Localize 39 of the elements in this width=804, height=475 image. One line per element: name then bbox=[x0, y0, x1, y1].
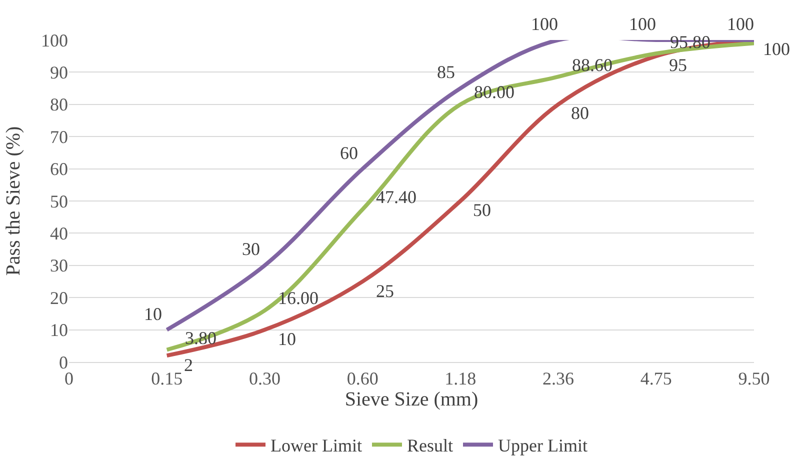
y-axis-title: Pass the Sieve (%) bbox=[2, 126, 24, 276]
y-tick-label: 30 bbox=[50, 256, 68, 276]
data-label: 60 bbox=[340, 143, 358, 163]
y-tick-label: 90 bbox=[50, 62, 68, 82]
legend-label: Lower Limit bbox=[270, 436, 362, 456]
y-tick-label: 20 bbox=[50, 288, 68, 308]
x-tick-label: 4.75 bbox=[640, 368, 672, 389]
legend-label: Upper Limit bbox=[498, 436, 588, 456]
data-label: 30 bbox=[242, 239, 260, 259]
x-tick-label: 9.50 bbox=[738, 368, 770, 389]
data-label: 85 bbox=[437, 62, 455, 82]
y-tick-label: 100 bbox=[41, 30, 68, 50]
y-tick-label: 50 bbox=[50, 191, 68, 212]
x-tick-label: 2.36 bbox=[542, 368, 574, 389]
data-label: 10 bbox=[278, 329, 296, 349]
data-label: 80 bbox=[571, 103, 589, 123]
x-tick-label: 1.18 bbox=[444, 368, 476, 389]
y-tick-label: 80 bbox=[50, 94, 68, 115]
data-label: 100 bbox=[629, 14, 656, 34]
data-label: 25 bbox=[376, 281, 394, 301]
y-tick-label: 10 bbox=[50, 320, 68, 340]
data-label: 100 bbox=[763, 39, 790, 59]
x-tick-label: 0.30 bbox=[248, 368, 280, 389]
data-label: 2 bbox=[184, 355, 193, 375]
data-label: 10 bbox=[144, 304, 162, 324]
y-tick-label: 40 bbox=[50, 224, 68, 244]
data-label: 47.40 bbox=[376, 187, 416, 207]
data-label: 95 bbox=[669, 55, 687, 75]
x-tick-label: 0.15 bbox=[151, 368, 183, 389]
x-axis-title: Sieve Size (mm) bbox=[344, 388, 478, 411]
legend-label: Result bbox=[406, 436, 453, 456]
y-tick-label: 70 bbox=[50, 126, 68, 147]
y-tick-label: 60 bbox=[50, 159, 68, 180]
data-label: 16.00 bbox=[278, 288, 318, 308]
y-tick-label: 0 bbox=[59, 352, 68, 372]
data-label: 50 bbox=[473, 200, 491, 220]
data-label: 100 bbox=[727, 14, 754, 34]
x-tick-label: 0.60 bbox=[346, 368, 378, 389]
data-label: 100 bbox=[531, 14, 558, 34]
